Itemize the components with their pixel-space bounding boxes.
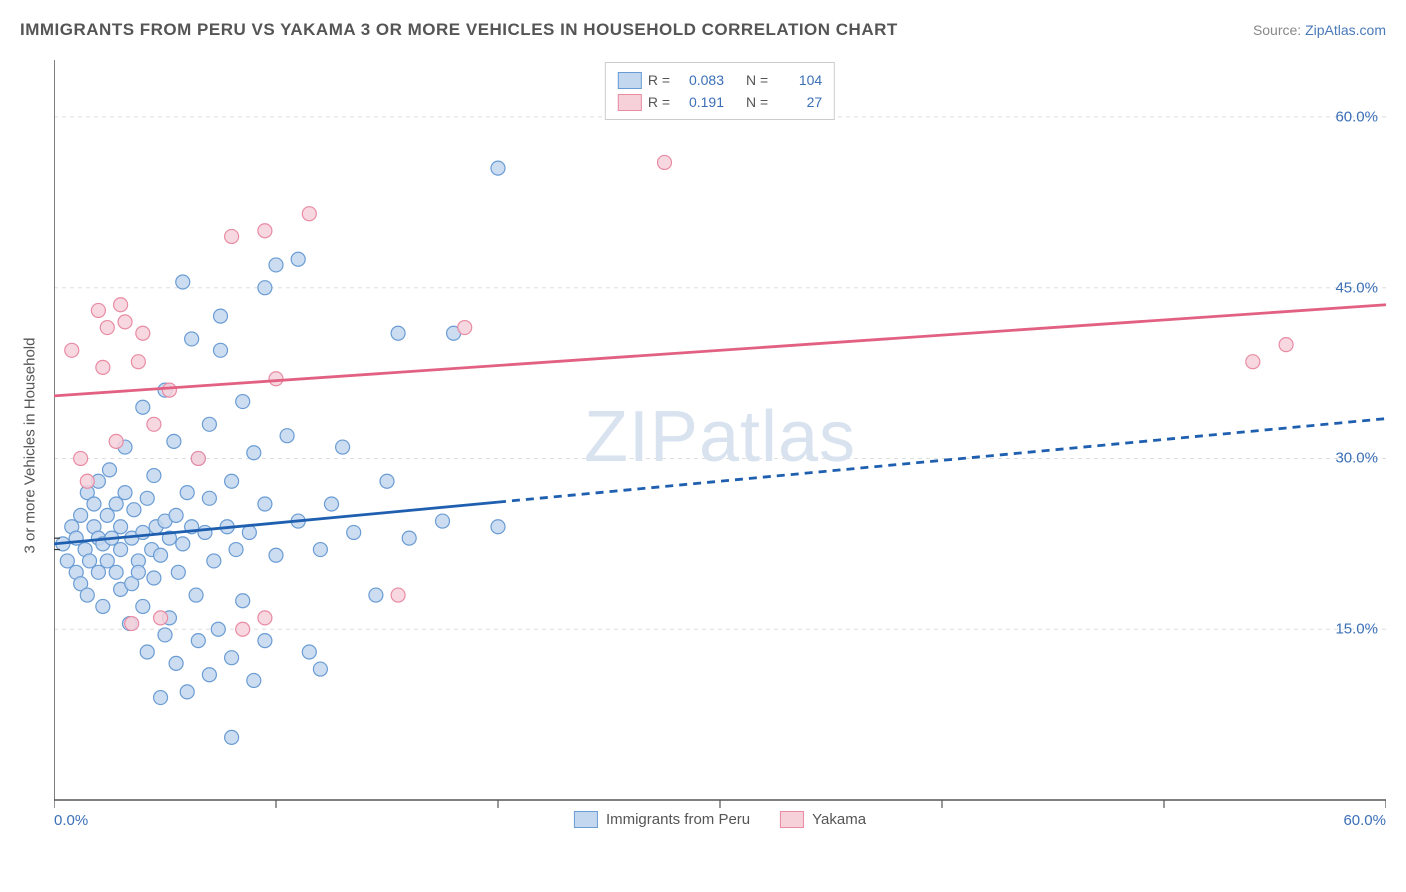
- chart-area: ZIPatlas R = 0.083 N = 104 R = 0.191 N =…: [54, 60, 1386, 830]
- source-prefix: Source:: [1253, 22, 1305, 38]
- y-tick-label: 45.0%: [1335, 279, 1378, 296]
- y-axis-label: 3 or more Vehicles in Household: [20, 60, 40, 830]
- r-value-peru: 0.083: [676, 72, 724, 88]
- source-attribution: Source: ZipAtlas.com: [1253, 22, 1386, 38]
- swatch-peru: [574, 811, 598, 828]
- legend-label-yakama: Yakama: [812, 811, 866, 828]
- legend-item-yakama: Yakama: [780, 811, 866, 828]
- legend-row-peru: R = 0.083 N = 104: [618, 69, 822, 91]
- x-tick-label: 0.0%: [54, 812, 88, 829]
- legend-item-peru: Immigrants from Peru: [574, 811, 750, 828]
- r-label: R =: [648, 72, 670, 88]
- n-label: N =: [746, 94, 768, 110]
- y-tick-label: 30.0%: [1335, 450, 1378, 467]
- correlation-legend: R = 0.083 N = 104 R = 0.191 N = 27: [605, 62, 835, 120]
- source-link[interactable]: ZipAtlas.com: [1305, 22, 1386, 38]
- n-value-yakama: 27: [774, 94, 822, 110]
- legend-row-yakama: R = 0.191 N = 27: [618, 91, 822, 113]
- y-tick-label: 15.0%: [1335, 621, 1378, 638]
- n-value-peru: 104: [774, 72, 822, 88]
- r-label: R =: [648, 94, 670, 110]
- swatch-yakama: [780, 811, 804, 828]
- chart-title: IMMIGRANTS FROM PERU VS YAKAMA 3 OR MORE…: [20, 20, 898, 40]
- chart-svg: [54, 60, 1386, 830]
- r-value-yakama: 0.191: [676, 94, 724, 110]
- n-label: N =: [746, 72, 768, 88]
- swatch-yakama: [618, 94, 642, 111]
- legend-label-peru: Immigrants from Peru: [606, 811, 750, 828]
- y-tick-label: 60.0%: [1335, 108, 1378, 125]
- series-legend: Immigrants from Peru Yakama: [574, 811, 866, 828]
- swatch-peru: [618, 72, 642, 89]
- x-tick-label: 60.0%: [1343, 812, 1386, 829]
